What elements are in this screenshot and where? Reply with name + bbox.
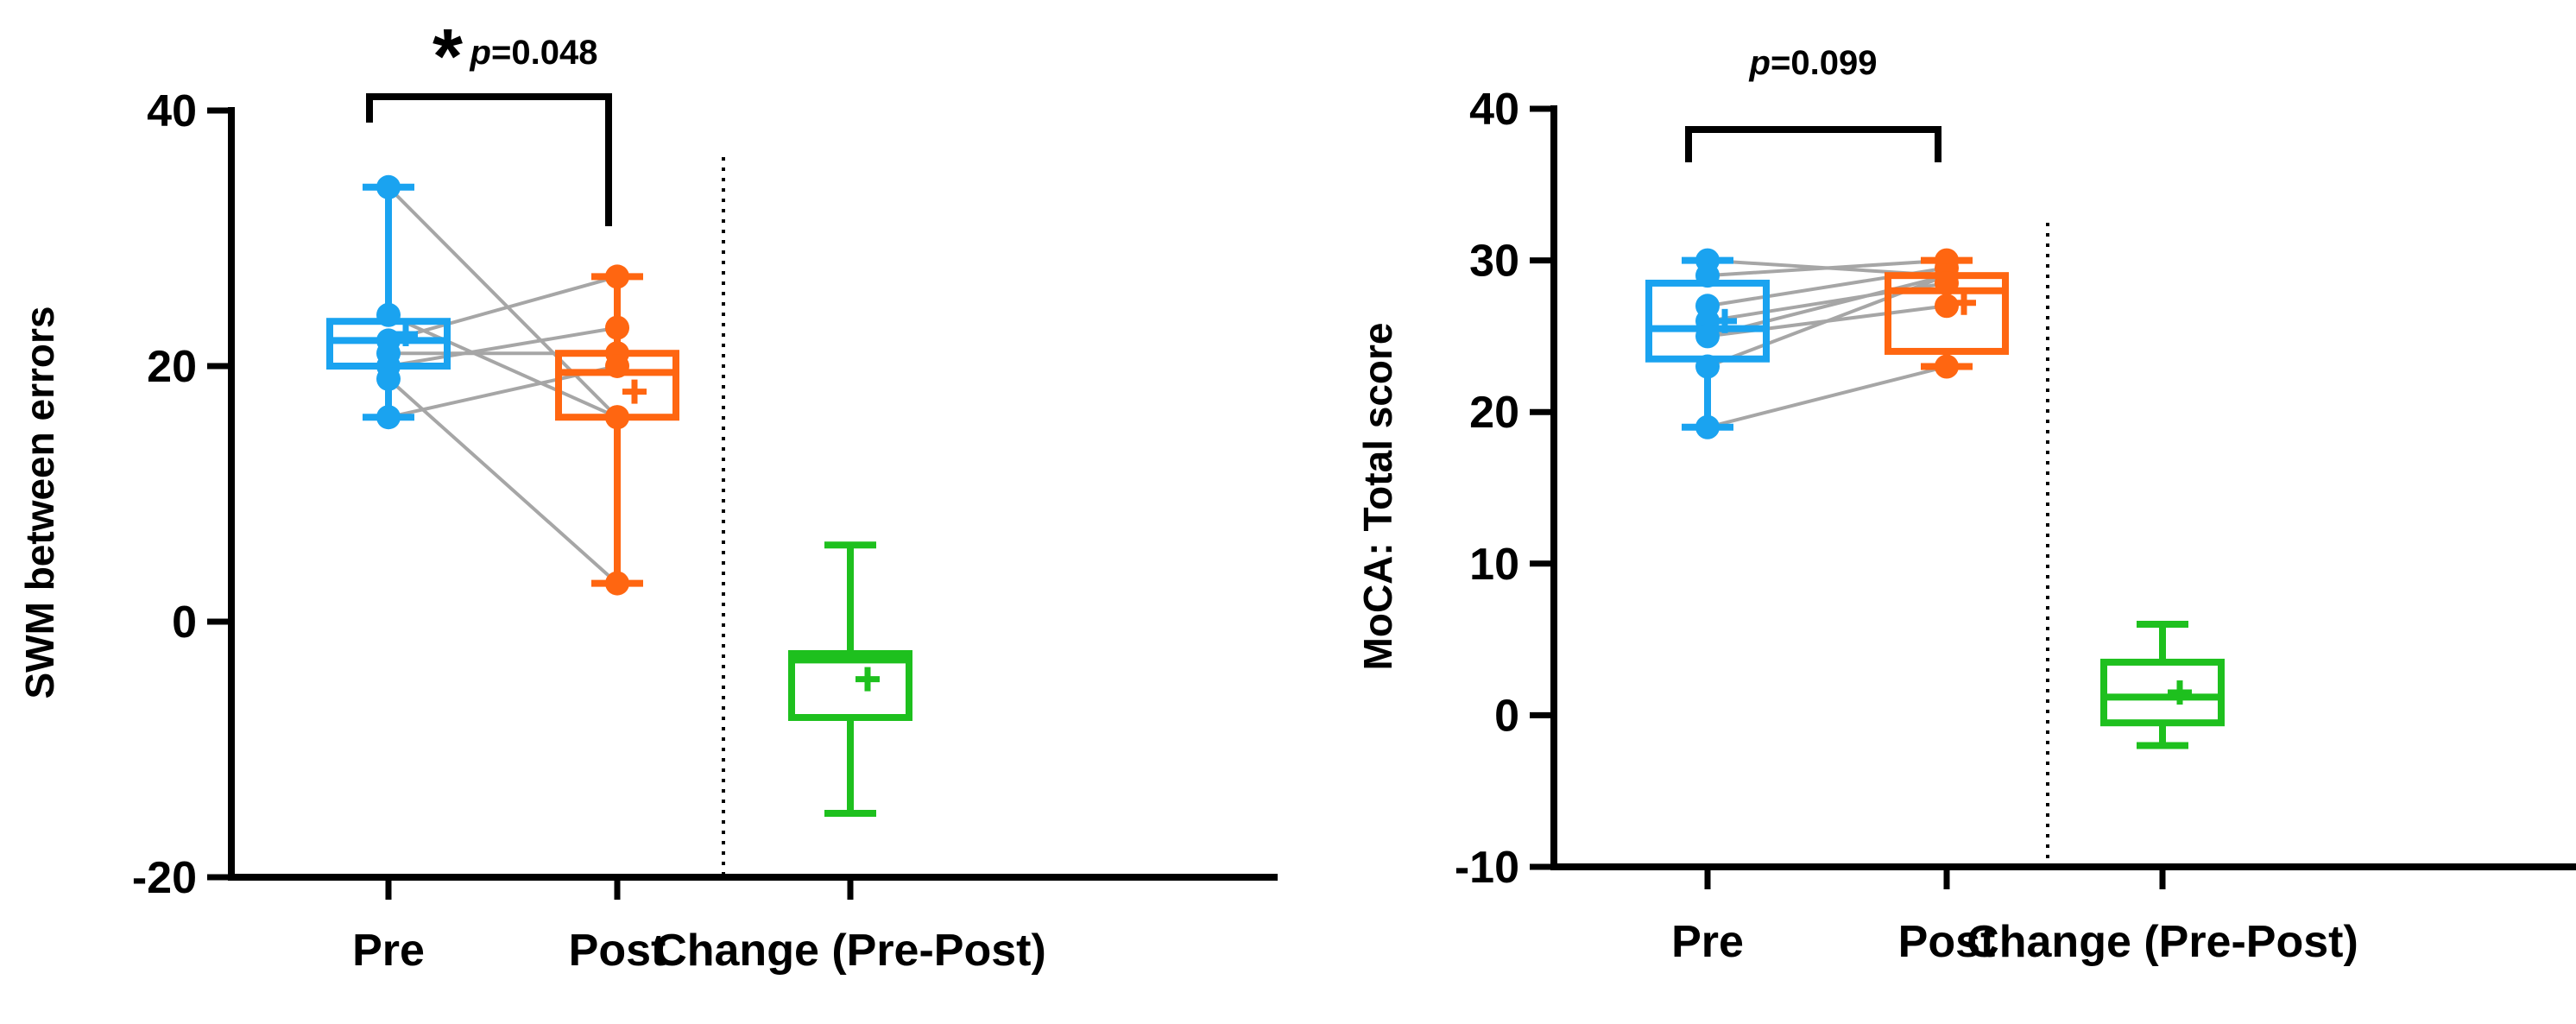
box-1 bbox=[326, 174, 451, 430]
box-3 bbox=[2100, 621, 2225, 749]
p-value-label: p=0.048 bbox=[470, 34, 598, 72]
y-tick-label: -20 bbox=[132, 853, 197, 903]
p-symbol: p bbox=[1749, 44, 1771, 82]
p-value-label: p=0.099 bbox=[1749, 44, 1878, 82]
y-tick-label: 40 bbox=[1469, 85, 1519, 135]
y-tick-label: 30 bbox=[1469, 237, 1519, 287]
box-2 bbox=[1885, 248, 2009, 379]
y-axis-label: SWM between errors bbox=[17, 307, 62, 699]
chart-2: -10 0 10 20 30 40 MoCA: Total score Pre PostChan… bbox=[1355, 44, 2576, 967]
y-tick-label: 0 bbox=[1494, 691, 1519, 741]
data-point bbox=[1695, 324, 1720, 349]
y-tick-label: 40 bbox=[147, 86, 197, 136]
paired-line bbox=[388, 326, 618, 368]
data-point bbox=[605, 405, 629, 430]
p-value: =0.099 bbox=[1771, 44, 1877, 82]
paired-line bbox=[1707, 258, 1948, 278]
data-point bbox=[376, 174, 401, 199]
y-tick-label: 20 bbox=[1469, 388, 1519, 438]
paired-line bbox=[388, 275, 618, 343]
p-symbol: p bbox=[470, 34, 491, 72]
data-point bbox=[376, 366, 401, 391]
x-tick-label: Pre bbox=[352, 926, 425, 976]
data-point bbox=[376, 405, 401, 430]
paired-line bbox=[387, 186, 619, 419]
paired-line bbox=[387, 377, 619, 585]
data-point bbox=[605, 354, 629, 378]
data-point bbox=[1695, 354, 1720, 379]
significance-bracket bbox=[366, 93, 612, 226]
data-point bbox=[605, 264, 629, 289]
data-point bbox=[1695, 263, 1720, 288]
data-point bbox=[605, 315, 629, 340]
data-point bbox=[1935, 294, 1959, 319]
significance-star: * bbox=[432, 14, 463, 100]
significance-bracket bbox=[1685, 126, 1941, 162]
x-tick-label: Post bbox=[1898, 917, 1996, 967]
chart-1: -20 0 20 40 SWM between errors Pre PostChange … bbox=[17, 14, 1278, 976]
paired-line bbox=[388, 313, 618, 420]
box-iqr bbox=[788, 650, 912, 721]
y-tick-label: 10 bbox=[1469, 540, 1519, 590]
paired-line bbox=[1707, 364, 1948, 429]
data-point bbox=[376, 302, 401, 327]
y-tick-label: 20 bbox=[147, 342, 197, 392]
x-tick-label: Post bbox=[569, 926, 666, 976]
box-3 bbox=[788, 541, 912, 817]
y-axis-label: MoCA: Total score bbox=[1355, 323, 1400, 671]
p-value: =0.048 bbox=[491, 34, 597, 72]
data-point bbox=[1935, 354, 1959, 379]
box-2 bbox=[555, 264, 679, 596]
box-1 bbox=[1645, 248, 1770, 439]
x-tick-label: Change (Pre-Post) bbox=[1967, 917, 2358, 967]
box-iqr bbox=[2100, 658, 2225, 727]
y-tick-label: -10 bbox=[1455, 843, 1519, 893]
data-point bbox=[1935, 270, 1959, 295]
data-point bbox=[605, 571, 629, 596]
x-tick-label: Pre bbox=[1671, 917, 1744, 967]
y-tick-label: 0 bbox=[172, 597, 197, 648]
data-point bbox=[1695, 414, 1720, 439]
x-tick-label: Change (Pre-Post) bbox=[654, 926, 1046, 976]
